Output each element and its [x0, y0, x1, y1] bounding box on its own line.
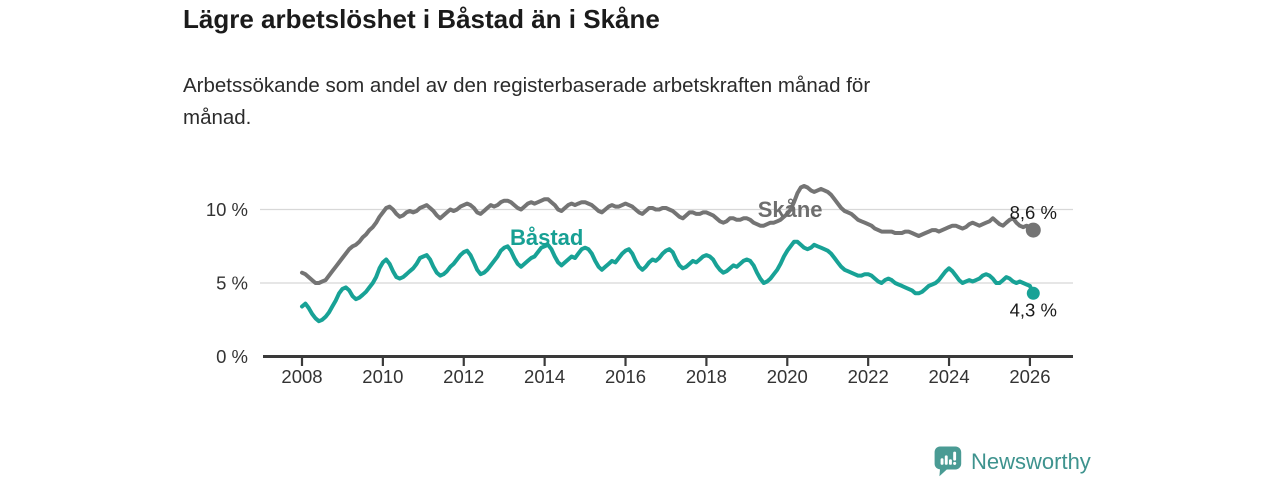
x-tick-label-2008: 2008: [281, 366, 322, 387]
skane-end-value-label: 8,6 %: [1010, 202, 1057, 223]
x-tick-label-2016: 2016: [605, 366, 646, 387]
chart-subtitle-line-2: månad.: [183, 106, 252, 129]
newsworthy-logo-text: Newsworthy: [971, 448, 1091, 474]
chart-subtitle-line-1: Arbetssökande som andel av den registerb…: [183, 74, 871, 97]
skane-end-dot: [1025, 222, 1041, 238]
y-tick-label-10: 10 %: [206, 199, 248, 220]
bastad-series-label: Båstad: [510, 225, 583, 250]
x-tick-label-2024: 2024: [928, 366, 969, 387]
bastad-end-dot: [1026, 286, 1040, 300]
bastad-line: [300, 239, 1036, 324]
y-tick-label-0: 0 %: [216, 346, 248, 367]
x-tick-label-2020: 2020: [767, 366, 808, 387]
x-tick-label-2010: 2010: [362, 366, 403, 387]
skane-series-label: Skåne: [758, 197, 823, 222]
chart-subtitle: Arbetssökande som andel av den registerb…: [183, 70, 870, 134]
bastad-end-value-label: 4,3 %: [1010, 299, 1057, 320]
x-tick-label-2026: 2026: [1009, 366, 1050, 387]
newsworthy-logo-icon: [934, 446, 962, 477]
chart-title: Lägre arbetslöshet i Båstad än i Skåne: [183, 4, 660, 34]
x-tick-label-2022: 2022: [848, 366, 889, 387]
y-tick-label-5: 5 %: [216, 273, 248, 294]
x-tick-label-2018: 2018: [686, 366, 727, 387]
newsworthy-brand-link[interactable]: Newsworthy: [934, 446, 1091, 477]
x-tick-label-2012: 2012: [443, 366, 484, 387]
x-tick-label-2014: 2014: [524, 366, 565, 387]
skane-line: [300, 184, 1036, 285]
